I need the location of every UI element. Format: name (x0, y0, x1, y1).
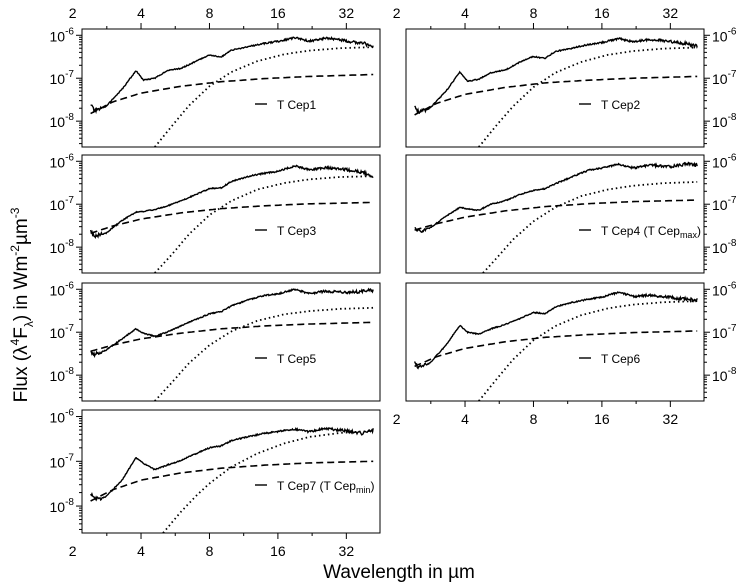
y-tick-label: 10-6 (712, 26, 737, 44)
y-tick-label: 10-7 (712, 323, 737, 341)
y-tick-label: 10-6 (50, 152, 75, 170)
legend-label: T Cep6 (601, 352, 640, 366)
legend-label: T Cep7 (T Cepmin) (277, 479, 374, 495)
stellar-component-line (414, 199, 698, 231)
panel-curves (90, 287, 374, 401)
y-tick-label: 10-7 (50, 452, 75, 470)
legend-label: T Cep5 (277, 352, 316, 366)
dust-component-line (154, 175, 374, 273)
panel-curves (413, 290, 698, 401)
observed-spectrum-line (90, 426, 374, 502)
y-tick-label: 10-6 (712, 152, 737, 170)
x-tick-label: 32 (339, 5, 355, 21)
panel-6: 10-8 10-7 10-6 2 4 8 16 32 T Cep6 (393, 280, 737, 427)
dust-component-line (154, 306, 374, 401)
x-tick-label: 4 (461, 5, 469, 21)
panel-7: 10-8 10-7 10-6 2 4 8 16 32 T Cep7 (T Cepmin) (50, 408, 381, 559)
panel-curves (90, 426, 374, 533)
x-tick-label: 4 (137, 543, 145, 559)
x-tick-label: 16 (270, 5, 286, 21)
x-tick-label: 4 (137, 5, 145, 21)
panel-curves (414, 161, 698, 273)
y-axis-label: Flux (λ4Fλ) in Wm-2µm-3 (8, 207, 36, 402)
panel-frame (81, 28, 381, 148)
y-tick-label: 10-7 (50, 69, 75, 87)
legend-label: T Cep1 (277, 98, 316, 112)
x-tick-label: 16 (594, 411, 610, 427)
stellar-component-line (90, 201, 374, 235)
y-tick-label: 10-8 (712, 366, 737, 384)
y-tick-label: 10-7 (50, 323, 75, 341)
y-tick-label: 10-8 (712, 238, 737, 256)
y-tick-label: 10-7 (712, 195, 737, 213)
x-tick-label: 8 (206, 5, 214, 21)
x-tick-label: 2 (393, 411, 401, 427)
observed-spectrum-line (414, 161, 698, 233)
observed-spectrum-line (90, 287, 374, 359)
panel-curves (90, 35, 374, 147)
x-tick-label: 16 (594, 5, 610, 21)
dust-component-line (482, 181, 698, 273)
dust-component-line (162, 429, 374, 533)
x-tick-label: 4 (461, 411, 469, 427)
panels-layer: 10-8 10-7 10-6 2 4 8 16 32 T Cep1 10-8 10-7 10-6 2 4 8… (50, 5, 737, 559)
y-tick-label: 10-7 (50, 195, 75, 213)
dust-component-line (478, 46, 698, 147)
dust-component-line (478, 300, 698, 401)
x-tick-label: 2 (69, 5, 77, 21)
x-tick-label: 8 (530, 411, 538, 427)
y-tick-label: 10-8 (50, 366, 75, 384)
y-tick-label: 10-6 (712, 280, 737, 298)
legend-label: T Cep3 (277, 224, 316, 238)
stellar-component-line (414, 75, 698, 116)
stellar-component-line (414, 330, 698, 368)
panel-1: 10-8 10-7 10-6 2 4 8 16 32 T Cep1 (50, 5, 381, 148)
y-tick-label: 10-6 (50, 408, 75, 426)
y-tick-label: 10-6 (50, 280, 75, 298)
panel-3: 10-8 10-7 10-6 T Cep3 (50, 152, 381, 274)
x-tick-label: 32 (663, 5, 679, 21)
legend-label: T Cep4 (T Cepmax) (601, 224, 701, 240)
x-tick-label: 32 (339, 543, 355, 559)
x-axis-label: Wavelength in µm (323, 562, 475, 583)
y-tick-label: 10-6 (50, 26, 75, 44)
panel-curves (89, 164, 374, 273)
dust-component-line (154, 46, 374, 147)
observed-spectrum-line (414, 36, 698, 115)
observed-spectrum-line (89, 164, 374, 240)
y-tick-label: 10-8 (50, 497, 75, 515)
y-tick-label: 10-8 (712, 112, 737, 130)
x-tick-label: 8 (206, 543, 214, 559)
y-tick-label: 10-8 (50, 112, 75, 130)
panel-2: 10-8 10-7 10-6 2 4 8 16 32 T Cep2 (393, 5, 737, 148)
stellar-component-line (90, 321, 374, 353)
panel-frame (81, 154, 381, 274)
x-tick-label: 2 (69, 543, 77, 559)
panel-4: 10-8 10-7 10-6 T Cep4 (T Cepmax) (405, 152, 737, 274)
legend-label: T Cep2 (601, 98, 640, 112)
y-tick-label: 10-7 (712, 69, 737, 87)
stellar-component-line (90, 73, 374, 115)
observed-spectrum-line (413, 290, 698, 370)
panel-frame (405, 28, 705, 148)
observed-spectrum-line (90, 35, 374, 115)
panel-frame (405, 282, 705, 402)
x-tick-label: 32 (663, 411, 679, 427)
x-tick-label: 2 (393, 5, 401, 21)
panel-5: 10-8 10-7 10-6 T Cep5 (50, 280, 381, 402)
panel-curves (414, 36, 698, 147)
y-tick-label: 10-8 (50, 238, 75, 256)
x-tick-label: 8 (530, 5, 538, 21)
x-tick-label: 16 (270, 543, 286, 559)
